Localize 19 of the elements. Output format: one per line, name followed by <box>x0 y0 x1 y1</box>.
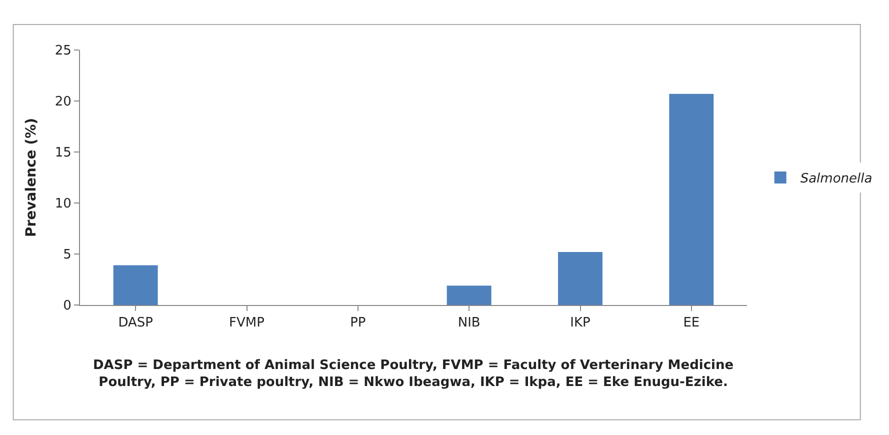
y-tick-label: 5 <box>63 248 72 263</box>
bar <box>669 94 714 305</box>
y-tick-label: 20 <box>54 94 72 110</box>
y-tick-label: 0 <box>63 298 72 314</box>
bar <box>558 252 602 305</box>
x-tick-label: DASP <box>118 316 154 331</box>
x-tick-label: EE <box>683 316 700 331</box>
bar <box>113 265 158 305</box>
x-tick-label: FVMP <box>229 316 265 331</box>
legend-label: Salmonella <box>800 172 872 187</box>
bar <box>446 286 492 305</box>
x-tick-label: PP <box>350 316 366 331</box>
y-tick-label: 15 <box>54 146 72 161</box>
x-tick-label: NIB <box>458 316 480 331</box>
y-tick-label: 10 <box>54 196 72 212</box>
y-tick-label: 25 <box>54 44 72 59</box>
x-tick-label: IKP <box>570 316 591 331</box>
text: DASP = Department of Animal Science Poultry, FVMP = Faculty of Verterinary Medicine Poultry, PP = Private poultry, NIB = Nkwo Ibeagwa, IKP = Ikpa, EE = Eke Enugu-Ezike. <box>93 358 734 390</box>
y-axis-title: Prevalence (%) <box>23 118 40 237</box>
